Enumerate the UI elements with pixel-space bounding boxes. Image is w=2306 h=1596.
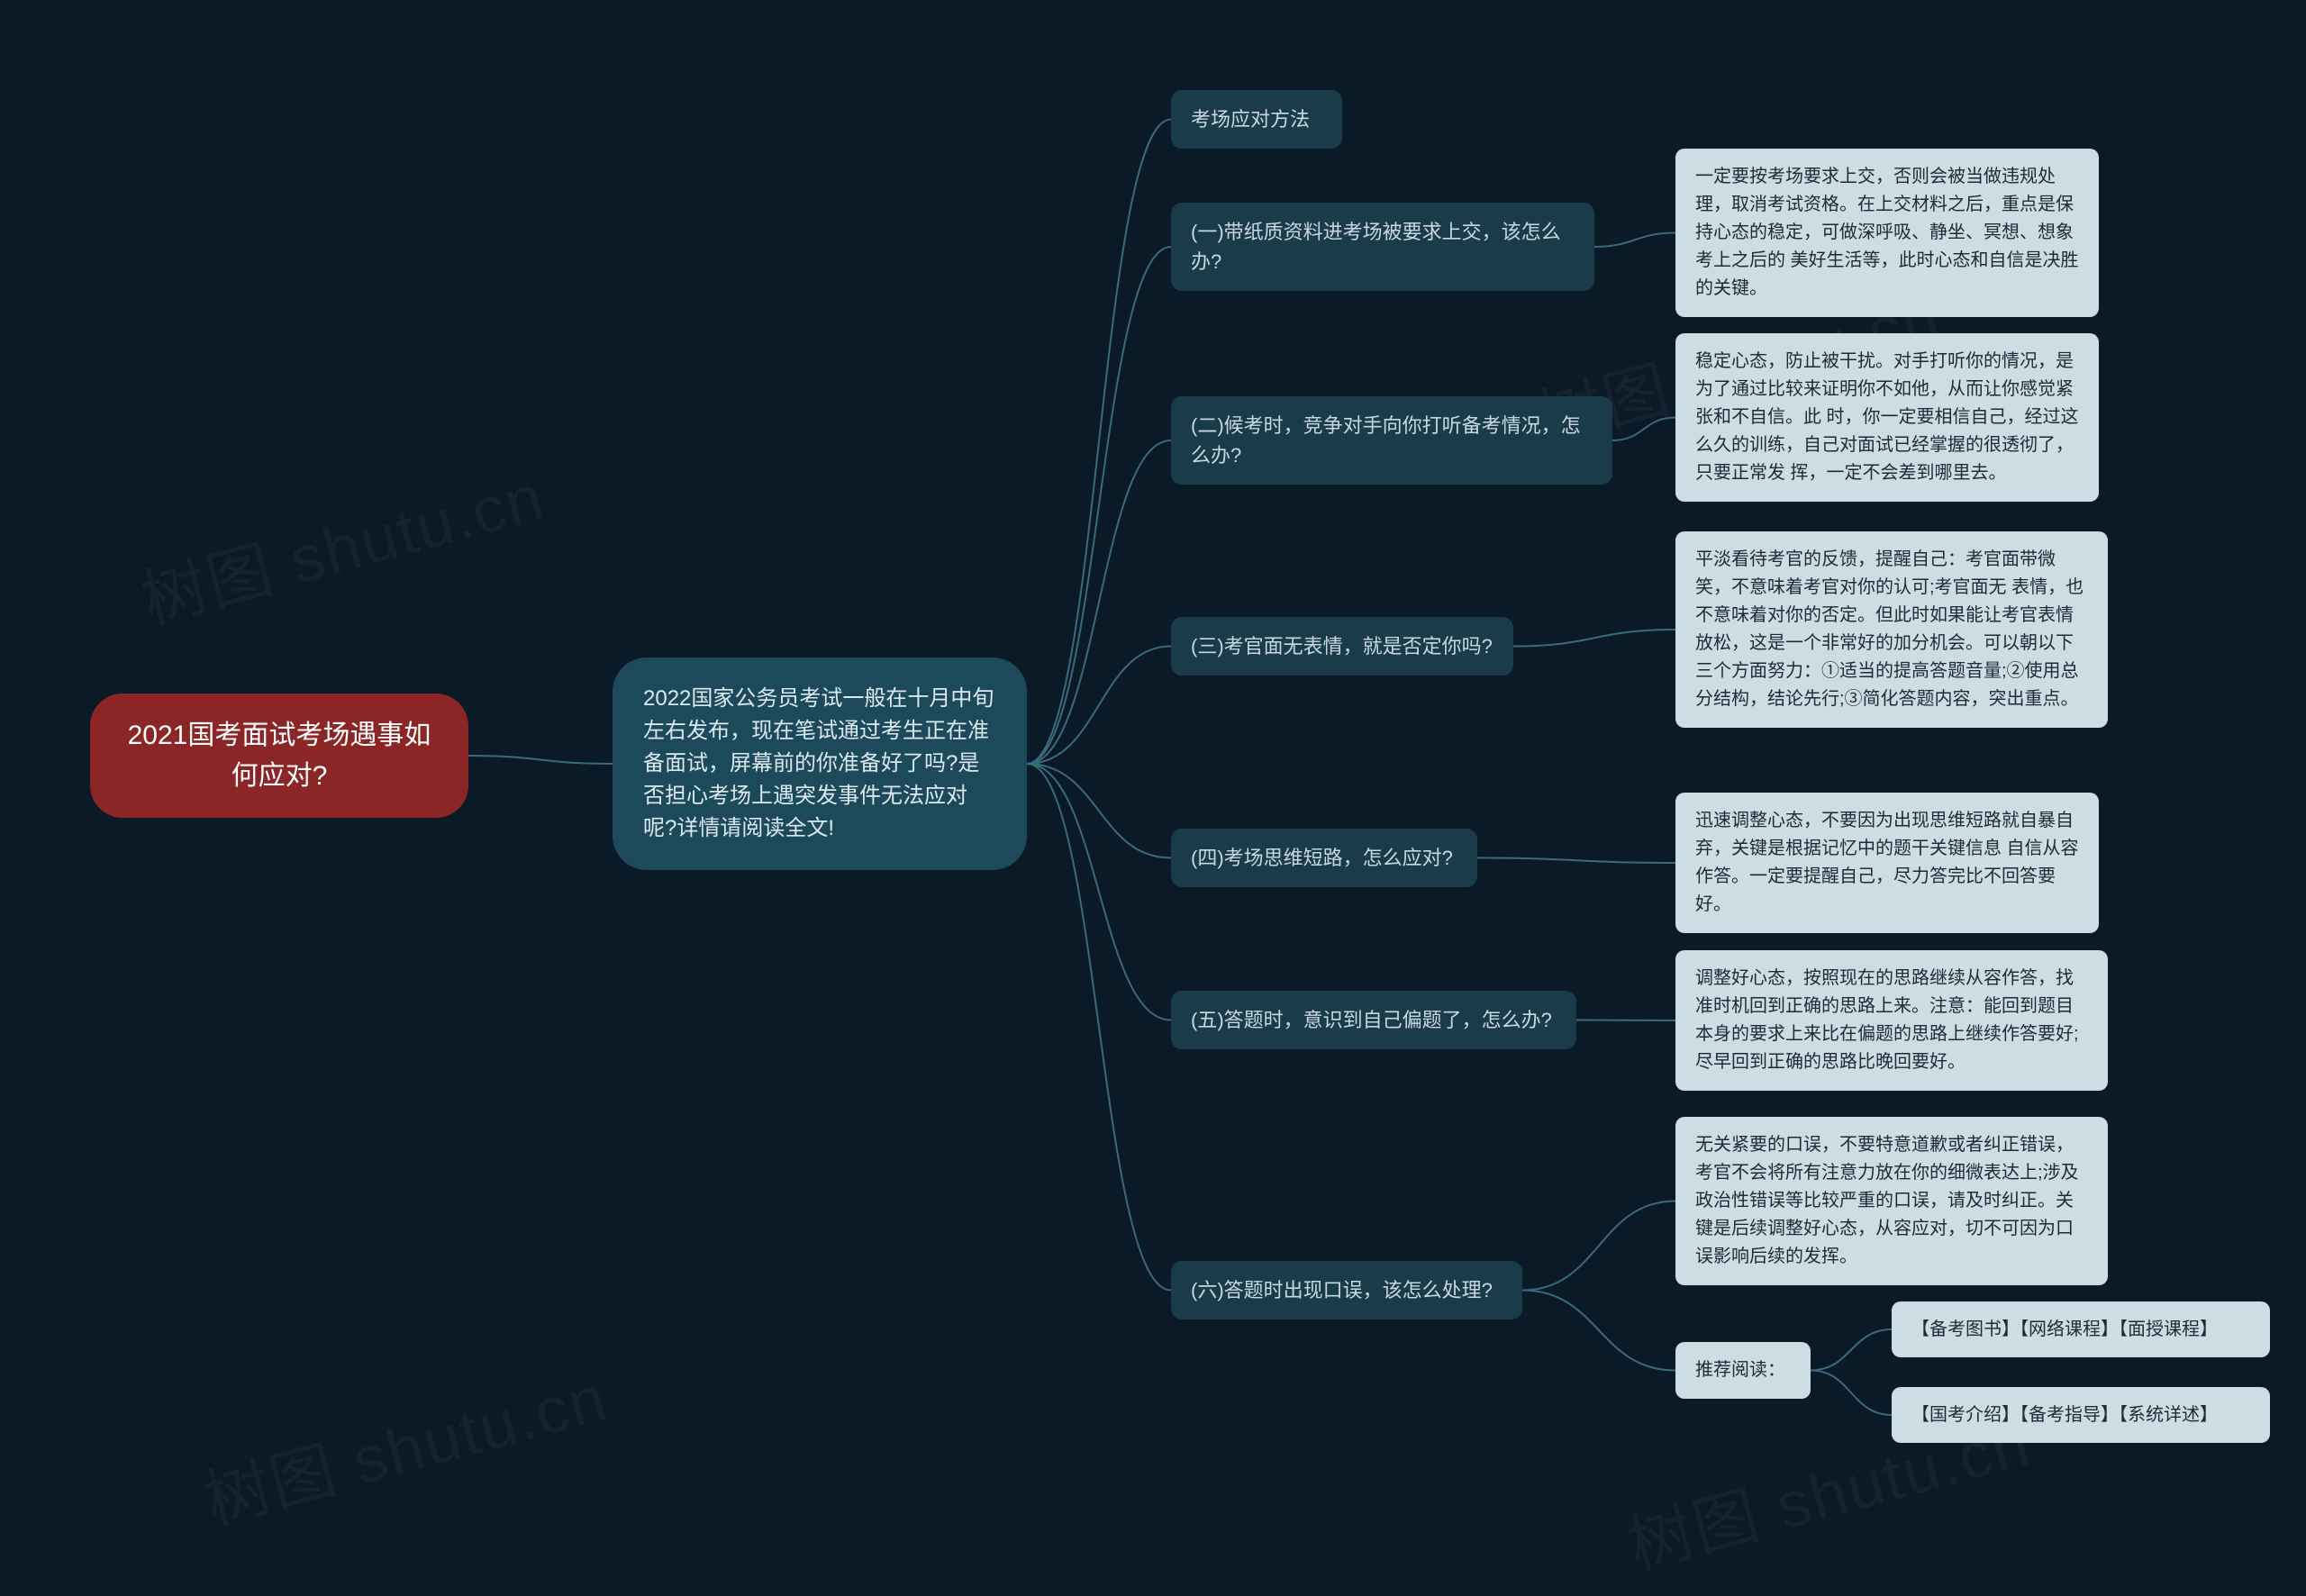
watermark: 树图 shutu.cn — [130, 443, 553, 641]
leaf-node: 【备考图书】【网络课程】【面授课程】 — [1892, 1301, 2270, 1357]
leaf-node: 平淡看待考官的反馈，提醒自己：考官面带微笑，不意味着考官对你的认可;考官面无 表… — [1675, 531, 2108, 728]
watermark: 树图 shutu.cn — [193, 1344, 616, 1542]
topic-node: (一)带纸质资料进考场被要求上交，该怎么办? — [1171, 203, 1594, 291]
leaf-node: 迅速调整心态，不要因为出现思维短路就自暴自弃，关键是根据记忆中的题干关键信息 自… — [1675, 793, 2099, 933]
leaf-node: 推荐阅读： — [1675, 1342, 1811, 1399]
leaf-node: 调整好心态，按照现在的思路继续从容作答，找准时机回到正确的思路上来。注意：能回到… — [1675, 950, 2108, 1091]
topic-node: (四)考场思维短路，怎么应对? — [1171, 829, 1477, 887]
topic-node: (三)考官面无表情，就是否定你吗? — [1171, 617, 1513, 676]
topic-node: (二)候考时，竞争对手向你打听备考情况，怎么办? — [1171, 396, 1612, 485]
level1-node: 2022国家公务员考试一般在十月中旬左右发布，现在笔试通过考生正在准备面试，屏幕… — [613, 657, 1027, 870]
root-node: 2021国考面试考场遇事如何应对? — [90, 694, 468, 818]
topic-node: (六)答题时出现口误，该怎么处理? — [1171, 1261, 1522, 1319]
leaf-node: 【国考介绍】【备考指导】【系统详述】 — [1892, 1387, 2270, 1443]
topic-node: (五)答题时，意识到自己偏题了，怎么办? — [1171, 991, 1576, 1049]
leaf-node: 一定要按考场要求上交，否则会被当做违规处理，取消考试资格。在上交材料之后，重点是… — [1675, 149, 2099, 317]
topic-node: 考场应对方法 — [1171, 90, 1342, 149]
leaf-node: 稳定心态，防止被干扰。对手打听你的情况，是为了通过比较来证明你不如他，从而让你感… — [1675, 333, 2099, 502]
leaf-node: 无关紧要的口误，不要特意道歉或者纠正错误，考官不会将所有注意力放在你的细微表达上… — [1675, 1117, 2108, 1285]
